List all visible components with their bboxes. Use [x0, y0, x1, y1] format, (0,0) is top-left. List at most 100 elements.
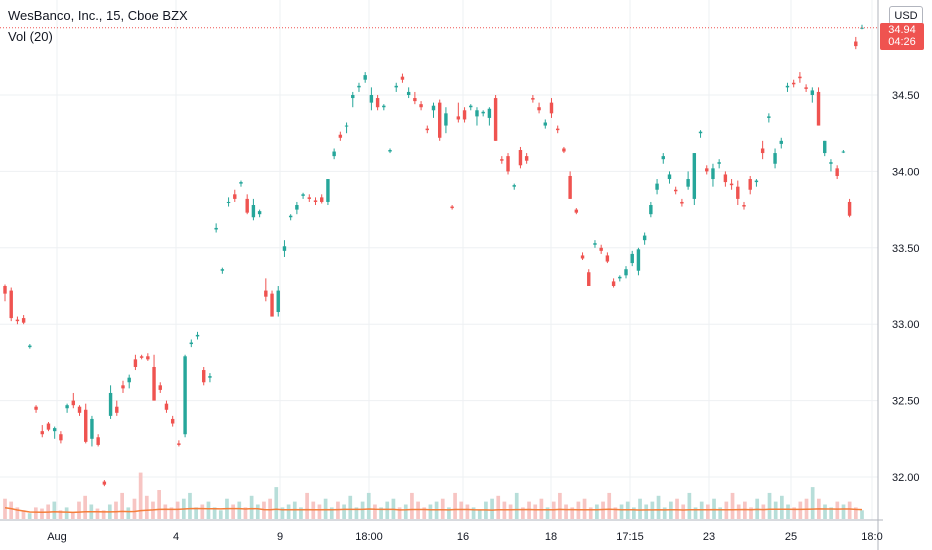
candle-body	[462, 110, 467, 120]
volume-bar	[545, 507, 550, 519]
volume-bar	[397, 507, 402, 519]
candle-body	[630, 253, 634, 264]
symbol-legend[interactable]: WesBanco, Inc., 15, Cboe BZX	[8, 8, 188, 23]
last-price-tag: 34.94 04:26	[880, 23, 924, 50]
candle-body	[382, 105, 386, 108]
candle-body	[680, 201, 684, 204]
volume-bar	[200, 504, 205, 519]
volume-bar	[101, 510, 106, 519]
candle-body	[52, 428, 57, 432]
currency-button[interactable]: USD	[889, 6, 923, 25]
candle-body	[239, 182, 243, 184]
volume-bar	[459, 501, 464, 519]
candle-body	[214, 227, 218, 230]
volume-bar	[379, 507, 383, 519]
volume-bar	[58, 510, 63, 519]
candle-body	[854, 41, 858, 47]
volume-bar	[681, 504, 686, 519]
candle-body	[170, 418, 175, 424]
candle-body	[369, 95, 374, 103]
volume-bar	[299, 507, 303, 519]
volume-bar	[286, 504, 291, 519]
y-tick-label: 34.50	[892, 90, 920, 102]
candle-body	[400, 76, 405, 80]
volume-bar	[268, 498, 272, 519]
volume-bar	[403, 504, 408, 519]
y-tick-label: 32.00	[892, 472, 920, 484]
volume-bar	[662, 507, 667, 519]
candle-body	[71, 400, 76, 406]
candle-body	[431, 105, 436, 111]
candle-body	[506, 156, 510, 172]
candle-body	[723, 174, 728, 183]
volume-bar	[440, 498, 445, 519]
candle-body	[717, 162, 721, 164]
volume-bar	[823, 504, 827, 519]
candle-body	[574, 209, 579, 213]
candle-body	[798, 76, 802, 79]
volume-bar	[749, 507, 753, 519]
volume-bar	[15, 507, 20, 519]
volume-bar	[619, 504, 624, 519]
candle-body	[40, 431, 44, 435]
candle-body	[568, 175, 572, 199]
bar-countdown: 04:26	[888, 36, 916, 48]
volume-bar	[243, 507, 248, 519]
volume-bar	[416, 501, 420, 519]
volume-bar	[354, 507, 359, 519]
candle-body	[394, 85, 398, 88]
volume-bar	[64, 507, 69, 519]
volume-bar	[712, 498, 716, 519]
candle-body	[698, 131, 703, 134]
candle-body	[351, 95, 355, 99]
volume-bar	[453, 492, 457, 519]
candle-body	[779, 140, 783, 144]
candle-body	[158, 385, 162, 390]
candle-body	[375, 98, 380, 108]
candle-body	[344, 125, 349, 127]
candle-body	[9, 290, 13, 319]
candle-body	[127, 377, 131, 383]
volume-bar	[465, 504, 470, 519]
volume-bar	[317, 504, 322, 519]
volume-bar	[675, 498, 679, 519]
candle-body	[164, 403, 169, 410]
candle-body	[251, 205, 256, 218]
candle-body	[388, 150, 392, 152]
volume-bar	[40, 508, 44, 519]
volume-bar	[773, 501, 778, 519]
candle-body	[84, 409, 88, 442]
volume-moving-average-line	[4, 507, 863, 514]
volume-bar	[582, 498, 587, 519]
candle-body	[15, 319, 20, 322]
volume-bar	[373, 504, 377, 519]
candle-body	[406, 91, 411, 95]
y-tick-label: 34.00	[892, 166, 920, 178]
candle-body	[593, 243, 597, 245]
candle-body	[3, 286, 7, 294]
volume-bar	[539, 498, 544, 519]
volume-bar	[638, 498, 642, 519]
volume-bar	[743, 501, 747, 519]
candle-body	[21, 318, 26, 323]
volume-bar	[138, 472, 143, 519]
volume-bar	[3, 498, 7, 519]
candle-body	[841, 151, 846, 153]
candle-body	[742, 205, 746, 207]
volume-bar	[27, 513, 32, 519]
volume-bar	[231, 504, 235, 519]
volume-bar	[33, 507, 38, 519]
volume-bar	[847, 501, 852, 519]
candle-body	[537, 107, 541, 111]
volume-bar	[853, 507, 858, 519]
candle-body	[28, 345, 32, 348]
candle-body	[338, 134, 343, 138]
candle-body	[500, 159, 504, 161]
volume-legend[interactable]: Vol (20)	[8, 29, 53, 44]
candle-body	[419, 104, 423, 108]
x-tick-label: 23	[703, 531, 715, 543]
volume-bar	[348, 495, 353, 519]
volume-bar	[305, 492, 309, 519]
candle-body	[599, 247, 603, 251]
